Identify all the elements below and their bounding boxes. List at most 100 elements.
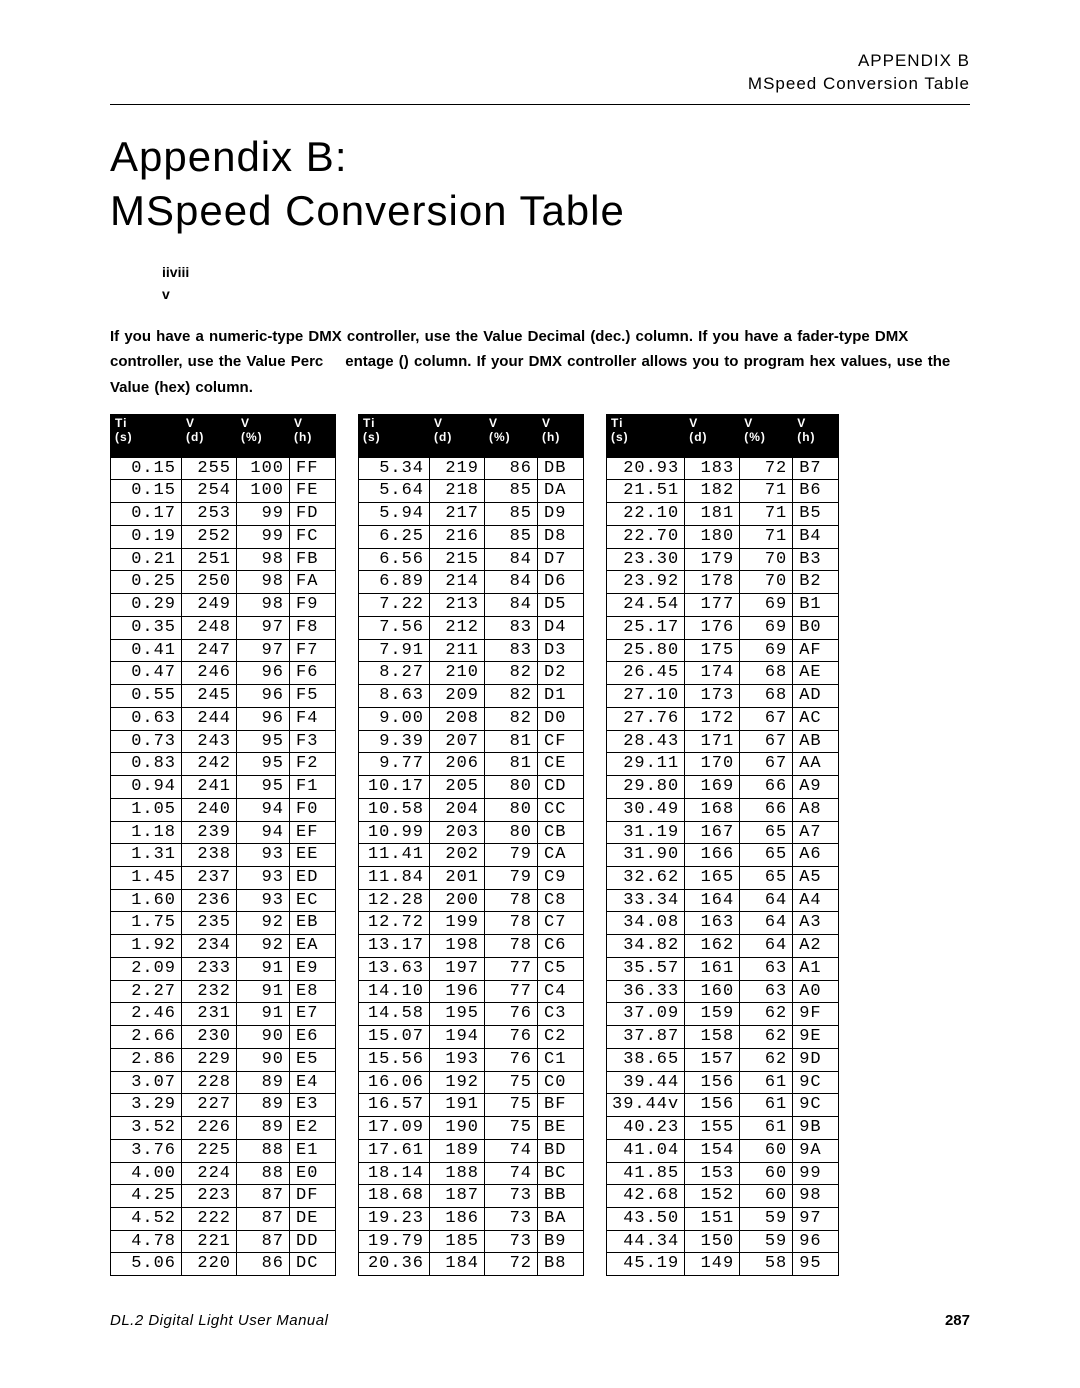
cell: 3.29	[111, 1094, 182, 1117]
table-row: 7.2221384D5	[359, 594, 584, 617]
cell: 181	[685, 503, 740, 526]
table-row: 0.8324295F2	[111, 753, 336, 776]
col-header: V(%)	[237, 415, 290, 458]
cell: 192	[430, 1071, 485, 1094]
cell: FD	[290, 503, 336, 526]
cell: 9C	[793, 1071, 839, 1094]
cell: 22.70	[607, 525, 685, 548]
cell: 43.50	[607, 1207, 685, 1230]
cell: 209	[430, 685, 485, 708]
table-row: 27.1017368AD	[607, 685, 839, 708]
cell: 238	[182, 844, 237, 867]
table-row: 36.3316063A0	[607, 980, 839, 1003]
cell: BA	[538, 1207, 584, 1230]
cell: 74	[485, 1139, 538, 1162]
cell: 170	[685, 753, 740, 776]
table-row: 10.9920380CB	[359, 821, 584, 844]
cell: 91	[237, 980, 290, 1003]
cell: 78	[485, 889, 538, 912]
col-header: V(d)	[685, 415, 740, 458]
table-row: 17.6118974BD	[359, 1139, 584, 1162]
cell: 98	[237, 594, 290, 617]
cell: EB	[290, 912, 336, 935]
table-row: 34.0816364A3	[607, 912, 839, 935]
cell: 39.44v	[607, 1094, 685, 1117]
table-row: 19.7918573B9	[359, 1230, 584, 1253]
cell: 242	[182, 753, 237, 776]
cell: 80	[485, 776, 538, 799]
cell: 5.34	[359, 457, 430, 480]
cell: 205	[430, 776, 485, 799]
cell: FB	[290, 548, 336, 571]
table-row: 44.341505996	[607, 1230, 839, 1253]
cell: 5.06	[111, 1253, 182, 1276]
cell: D3	[538, 639, 584, 662]
table-row: 20.3618472B8	[359, 1253, 584, 1276]
cell: AA	[793, 753, 839, 776]
cell: 200	[430, 889, 485, 912]
cell: 204	[430, 798, 485, 821]
cell: B1	[793, 594, 839, 617]
cell: 214	[430, 571, 485, 594]
cell: 9B	[793, 1117, 839, 1140]
cell: 28.43	[607, 730, 685, 753]
cell: 81	[485, 753, 538, 776]
cell: 100	[237, 457, 290, 480]
cell: 248	[182, 616, 237, 639]
cell: 68	[740, 685, 793, 708]
cell: B5	[793, 503, 839, 526]
cell: 3.76	[111, 1139, 182, 1162]
cell: 20.36	[359, 1253, 430, 1276]
cell: 160	[685, 980, 740, 1003]
cell: 0.47	[111, 662, 182, 685]
cell: 0.17	[111, 503, 182, 526]
cell: D4	[538, 616, 584, 639]
cell: EE	[290, 844, 336, 867]
cell: 76	[485, 1026, 538, 1049]
table-row: 38.65157629D	[607, 1048, 839, 1071]
cell: 194	[430, 1026, 485, 1049]
cell: 71	[740, 525, 793, 548]
cell: 229	[182, 1048, 237, 1071]
table-row: 0.7324395F3	[111, 730, 336, 753]
cell: CF	[538, 730, 584, 753]
table-row: 7.9121183D3	[359, 639, 584, 662]
table-row: 1.3123893EE	[111, 844, 336, 867]
cell: CA	[538, 844, 584, 867]
cell: E8	[290, 980, 336, 1003]
cell: 94	[237, 821, 290, 844]
cell: C4	[538, 980, 584, 1003]
cell: 85	[485, 480, 538, 503]
cell: E7	[290, 1003, 336, 1026]
cell: 9F	[793, 1003, 839, 1026]
cell: 84	[485, 548, 538, 571]
cell: 244	[182, 707, 237, 730]
cell: 0.29	[111, 594, 182, 617]
col-header: V(d)	[430, 415, 485, 458]
table-row: 5.9421785D9	[359, 503, 584, 526]
cell: 69	[740, 616, 793, 639]
cell: 0.15	[111, 457, 182, 480]
cell: 84	[485, 594, 538, 617]
cell: A6	[793, 844, 839, 867]
cell: A9	[793, 776, 839, 799]
cell: 210	[430, 662, 485, 685]
cell: 206	[430, 753, 485, 776]
small-marks: iiviii v	[162, 261, 970, 306]
table-row: 37.09159629F	[607, 1003, 839, 1026]
cell: D9	[538, 503, 584, 526]
cell: DC	[290, 1253, 336, 1276]
cell: C7	[538, 912, 584, 935]
table-row: 7.5621283D4	[359, 616, 584, 639]
cell: 95	[237, 776, 290, 799]
cell: 254	[182, 480, 237, 503]
cell: A1	[793, 957, 839, 980]
col-header: V(d)	[182, 415, 237, 458]
cell: 75	[485, 1117, 538, 1140]
cell: 23.92	[607, 571, 685, 594]
cell: BD	[538, 1139, 584, 1162]
cell: 164	[685, 889, 740, 912]
cell: 195	[430, 1003, 485, 1026]
cell: 32.62	[607, 866, 685, 889]
table-row: 4.5222287DE	[111, 1207, 336, 1230]
